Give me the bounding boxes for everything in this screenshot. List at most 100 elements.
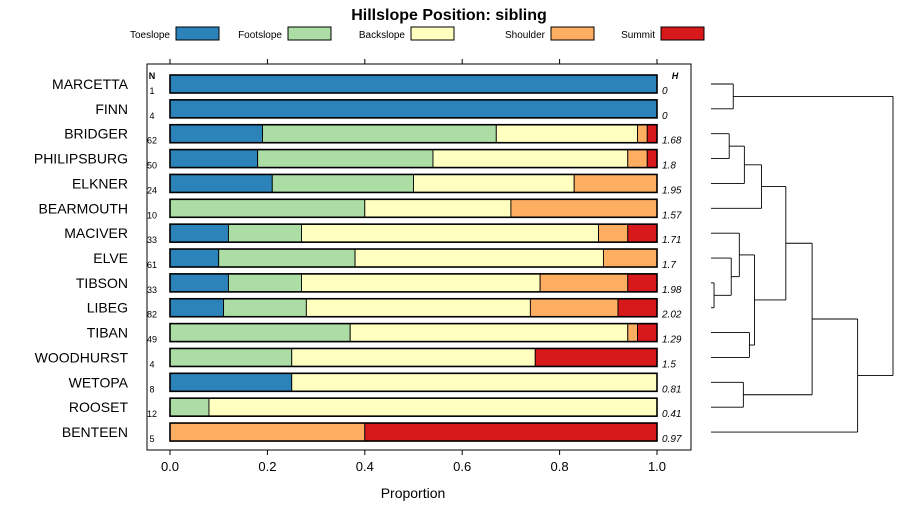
bar-libeg-backslope	[305, 298, 531, 318]
x-axis-label: Proportion	[381, 485, 446, 501]
bar-tiban-backslope	[349, 323, 629, 343]
bar-tibson-toeslope	[169, 273, 229, 293]
bar-elve-backslope	[354, 248, 604, 268]
bar-elkner-shoulder	[573, 173, 658, 193]
bar-outline-finn	[169, 99, 658, 119]
bar-bridger-footslope	[262, 124, 497, 144]
legend-label-toeslope: Toeslope	[130, 30, 170, 41]
h-value-rooset: 0.41	[662, 409, 681, 420]
row-label-wetopa: WETOPA	[69, 374, 129, 390]
bar-outline-elve	[169, 248, 658, 268]
row-label-libeg: LIBEG	[87, 300, 128, 316]
n-value-wetopa: 8	[149, 384, 154, 394]
bar-elve-toeslope	[169, 248, 220, 268]
n-value-tibson: 33	[147, 285, 157, 295]
bar-wetopa-toeslope	[169, 372, 293, 392]
row-label-maciver: MACIVER	[64, 225, 128, 241]
bar-rooset-backslope	[208, 397, 658, 417]
bar-maciver-shoulder	[598, 223, 629, 243]
bar-libeg-toeslope	[169, 298, 225, 318]
n-column-header: N	[149, 71, 156, 81]
n-value-philipsburg: 50	[147, 161, 157, 171]
bar-maciver-toeslope	[169, 223, 229, 243]
h-value-bridger: 1.68	[662, 136, 682, 147]
n-value-bearmouth: 10	[147, 210, 157, 220]
bar-outline-wetopa	[169, 372, 658, 393]
bar-woodhurst-summit	[534, 348, 658, 367]
row-label-tiban: TIBAN	[87, 325, 128, 341]
bar-benteen-summit	[364, 422, 658, 442]
bar-rooset-footslope	[169, 397, 210, 417]
row-label-marcetta: MARCETTA	[52, 76, 129, 92]
bar-outline-marcetta	[169, 74, 658, 94]
legend-label-summit: Summit	[621, 30, 655, 41]
bar-outline-bearmouth	[169, 198, 658, 219]
x-tick-label-1: 0.2	[258, 459, 276, 474]
n-value-elve: 61	[147, 260, 157, 270]
legend-label-backslope: Backslope	[359, 30, 406, 41]
bar-maciver-backslope	[301, 223, 600, 243]
bar-bearmouth-backslope	[364, 198, 512, 218]
h-value-benteen: 0.97	[662, 434, 682, 445]
h-value-tiban: 1.29	[662, 335, 682, 346]
h-value-woodhurst: 1.5	[662, 359, 676, 370]
h-value-elve: 1.7	[662, 260, 676, 271]
legend-label-footslope: Footslope	[238, 30, 282, 41]
dendrogram	[711, 83, 894, 433]
bar-outline-woodhurst	[169, 347, 658, 368]
bar-libeg-shoulder	[529, 298, 619, 318]
bar-philipsburg-backslope	[432, 149, 629, 169]
bar-maciver-footslope	[227, 223, 302, 243]
bar-tiban-shoulder	[627, 323, 638, 343]
bar-libeg-summit	[617, 298, 658, 318]
bar-outline-tiban	[169, 322, 658, 343]
bar-tibson-footslope	[227, 273, 302, 293]
h-value-maciver: 1.71	[662, 235, 681, 246]
bar-tibson-shoulder	[539, 273, 629, 293]
legend-swatch-summit	[660, 26, 705, 41]
n-value-finn: 4	[149, 111, 154, 121]
bar-tiban-summit	[637, 323, 658, 343]
n-value-rooset: 12	[147, 409, 157, 419]
bar-woodhurst-footslope	[169, 348, 293, 367]
bar-tibson-backslope	[301, 273, 541, 293]
bar-elve-footslope	[218, 248, 356, 268]
bar-outline-philipsburg	[169, 148, 658, 169]
bar-elkner-footslope	[271, 173, 414, 193]
plot-frame	[146, 63, 692, 451]
bar-woodhurst-backslope	[291, 348, 536, 367]
row-label-elkner: ELKNER	[72, 175, 128, 191]
legend-swatch-footslope	[287, 26, 332, 41]
bar-philipsburg-shoulder	[627, 149, 648, 169]
bar-bridger-summit	[646, 124, 658, 144]
n-value-benteen: 5	[149, 434, 154, 444]
bar-tibson-summit	[627, 273, 658, 293]
bar-marcetta-toeslope	[169, 74, 658, 94]
legend-label-shoulder: Shoulder	[505, 30, 546, 41]
bar-libeg-footslope	[223, 298, 307, 318]
bar-elkner-toeslope	[169, 173, 273, 193]
bar-outline-tibson	[169, 273, 658, 293]
n-value-maciver: 33	[147, 235, 157, 245]
bar-finn-toeslope	[169, 99, 658, 119]
chart-title: Hillslope Position: sibling	[351, 7, 547, 24]
bar-bridger-backslope	[495, 124, 638, 144]
x-tick-label-2: 0.4	[356, 459, 374, 474]
h-value-marcetta: 0	[662, 86, 668, 97]
row-label-bridger: BRIDGER	[64, 126, 128, 142]
bar-philipsburg-summit	[646, 149, 658, 169]
n-value-elkner: 24	[147, 185, 157, 195]
n-value-marcetta: 1	[149, 86, 154, 96]
row-label-woodhurst: WOODHURST	[35, 349, 129, 365]
h-value-finn: 0	[662, 111, 668, 122]
bar-elve-shoulder	[602, 248, 658, 268]
legend-swatch-backslope	[410, 26, 455, 41]
row-label-finn: FINN	[95, 101, 128, 117]
h-value-libeg: 2.02	[661, 310, 682, 321]
bar-bearmouth-footslope	[169, 198, 366, 218]
row-label-bearmouth: BEARMOUTH	[39, 200, 128, 216]
bar-elkner-backslope	[413, 173, 575, 193]
bar-maciver-summit	[627, 223, 658, 243]
